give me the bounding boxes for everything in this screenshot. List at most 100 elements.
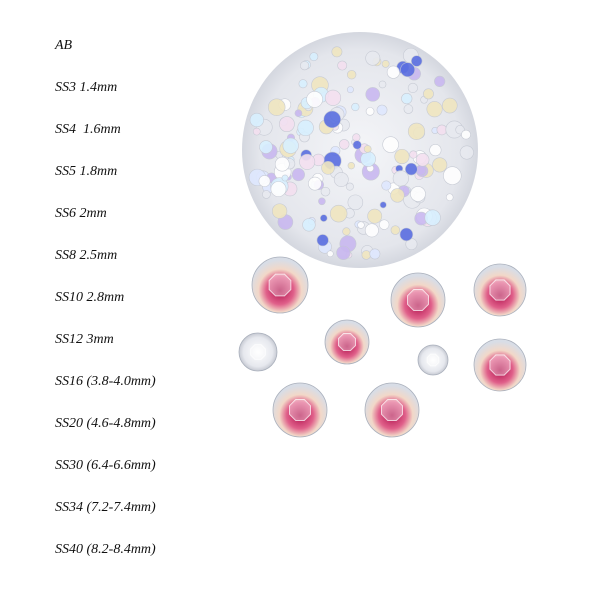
rhinestone	[365, 107, 375, 116]
rhinestone	[318, 197, 326, 206]
rhinestone	[390, 188, 405, 203]
rhinestone	[378, 219, 390, 230]
rhinestone	[405, 162, 418, 176]
rhinestone	[401, 92, 413, 105]
rhinestone	[320, 186, 331, 197]
rhinestone-facet	[426, 353, 440, 367]
rhinestone	[461, 129, 471, 140]
rhinestone	[326, 250, 334, 258]
rhinestone	[308, 176, 322, 191]
rhinestone-facet	[268, 273, 292, 297]
rhinestone	[294, 109, 303, 118]
rhinestone	[279, 116, 295, 132]
rhinestone	[274, 156, 290, 172]
rhinestone	[429, 144, 442, 157]
size-label: SS8 2.5mm	[55, 248, 118, 263]
rhinestone	[262, 190, 271, 199]
rhinestone	[357, 221, 365, 229]
rhinestone	[410, 55, 423, 67]
rhinestone	[347, 162, 355, 170]
rhinestone	[426, 101, 443, 118]
rhinestone	[473, 263, 527, 317]
rhinestone	[459, 145, 474, 160]
size-label: SS20 (4.6-4.8mm)	[55, 416, 156, 431]
rhinestone	[432, 157, 448, 173]
rhinestone	[333, 172, 349, 187]
size-label: SS4 1.6mm	[55, 122, 121, 137]
rhinestone	[352, 133, 361, 142]
rhinestone	[415, 153, 430, 167]
size-label: SS40 (8.2-8.4mm)	[55, 542, 156, 557]
rhinestone	[409, 150, 418, 159]
rhinestone	[249, 112, 264, 128]
rhinestone-facet	[381, 399, 403, 421]
rhinestone	[302, 218, 316, 232]
rhinestone	[365, 87, 381, 102]
rhinestone	[336, 245, 351, 260]
rhinestone	[394, 148, 410, 165]
rhinestone	[306, 91, 323, 108]
rhinestone	[270, 181, 287, 197]
rhinestone	[309, 52, 319, 62]
rhinestone	[378, 80, 387, 89]
rhinestone	[319, 214, 328, 222]
rhinestone	[298, 79, 308, 89]
rhinestone	[379, 201, 387, 209]
rhinestone	[436, 124, 448, 136]
rhinestone	[434, 75, 446, 87]
rhinestone	[369, 248, 381, 260]
rhinestone	[443, 166, 462, 185]
rhinestone	[321, 161, 335, 175]
rhinestone	[329, 204, 348, 223]
rhinestone-facet	[289, 399, 311, 421]
rhinestone-facet	[489, 354, 511, 376]
rhinestone	[382, 136, 399, 153]
rhinestone	[352, 140, 362, 150]
rhinestone	[345, 182, 354, 191]
closeup-circle	[242, 32, 478, 268]
rhinestone	[410, 186, 426, 202]
rhinestone	[337, 60, 348, 71]
rhinestone	[347, 194, 364, 211]
rhinestone	[324, 319, 370, 365]
size-label: SS12 3mm	[55, 332, 114, 347]
loose-stones	[238, 256, 527, 438]
rhinestone	[297, 119, 314, 137]
rhinestone	[365, 50, 381, 66]
rhinestone	[342, 227, 351, 236]
rhinestone	[351, 102, 360, 112]
rhinestone	[338, 139, 350, 150]
rhinestone	[259, 140, 273, 154]
rhinestone	[267, 98, 286, 116]
rhinestone-facet	[489, 279, 511, 301]
rhinestone	[252, 127, 261, 136]
rhinestone	[407, 122, 426, 140]
size-label: SS5 1.8mm	[55, 164, 118, 179]
rhinestone	[390, 272, 446, 328]
rhinestone	[441, 97, 458, 114]
rhinestone-facet	[337, 332, 357, 352]
size-label: SS16 (3.8-4.0mm)	[55, 374, 156, 389]
size-label: SS6 2mm	[55, 206, 107, 221]
rhinestone	[376, 104, 388, 116]
rhinestone	[316, 234, 329, 247]
rhinestone	[258, 175, 271, 188]
rhinestone	[392, 170, 409, 187]
size-label: SS34 (7.2-7.4mm)	[55, 500, 156, 515]
rhinestone	[346, 70, 357, 80]
rhinestone	[323, 110, 341, 129]
rhinestone-facet	[250, 344, 266, 360]
rhinestone	[281, 174, 289, 182]
rhinestone	[390, 225, 401, 235]
size-label: SS3 1.4mm	[55, 80, 118, 95]
rhinestone	[399, 227, 414, 242]
rhinestone	[282, 137, 299, 154]
rhinestone	[291, 168, 305, 182]
rhinestone	[423, 88, 434, 100]
rhinestone-facet	[407, 289, 429, 311]
rhinestone	[407, 82, 418, 94]
rhinestone	[417, 344, 449, 376]
rhinestone	[381, 180, 392, 191]
